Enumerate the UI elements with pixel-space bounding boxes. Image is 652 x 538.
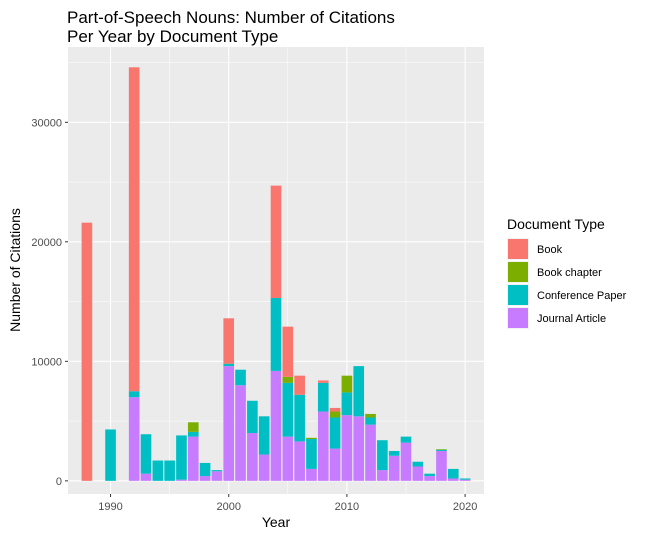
bar-book-chapter-2009 — [329, 411, 341, 418]
bar-conference-paper-2012 — [365, 417, 376, 425]
bar-conference-paper-2004 — [270, 297, 282, 371]
legend-label-journal-article: Journal Article — [537, 313, 606, 325]
bar-journal-article-2018 — [436, 450, 447, 481]
bar-conference-paper-2005 — [282, 382, 294, 437]
bar-book-2008 — [317, 380, 329, 383]
bar-conference-paper-2009 — [329, 417, 341, 449]
x-tick-label: 2020 — [453, 501, 477, 513]
bar-book-chapter-2018 — [436, 449, 447, 450]
bar-conference-paper-1996 — [176, 435, 187, 480]
bar-journal-article-2014 — [388, 455, 400, 481]
bar-conference-paper-2019 — [447, 468, 459, 479]
chart-title-line-2: Per Year by Document Type — [67, 27, 278, 46]
legend-label-conference-paper: Conference Paper — [537, 290, 627, 302]
bar-journal-article-2017 — [424, 476, 435, 481]
bar-journal-article-2004 — [270, 370, 282, 481]
bar-journal-article-2002 — [247, 433, 258, 481]
bar-journal-article-1997 — [187, 436, 199, 481]
legend-key-journal-article — [508, 308, 528, 328]
bar-journal-article-2012 — [365, 424, 376, 481]
bar-conference-paper-1995 — [164, 460, 175, 481]
bar-conference-paper-2017 — [424, 473, 435, 477]
bar-book-2005 — [282, 326, 294, 377]
bar-journal-article-2019 — [447, 478, 459, 481]
x-tick-label: 1990 — [98, 501, 122, 513]
bar-conference-paper-2018 — [436, 449, 447, 451]
bar-conference-paper-1994 — [152, 460, 164, 481]
legend: Document Type Book Book chapter Conference… — [507, 216, 627, 329]
bar-book-1992 — [128, 67, 140, 392]
x-tick-label: 2000 — [216, 501, 240, 513]
bar-journal-article-2010 — [341, 415, 353, 481]
bar-conference-paper-2013 — [377, 440, 388, 471]
bar-journal-article-1993 — [140, 473, 152, 481]
legend-title: Document Type — [507, 216, 605, 232]
bar-conference-paper-2003 — [258, 416, 270, 455]
bar-journal-article-2003 — [258, 454, 270, 481]
bar-book-2006 — [294, 375, 305, 395]
bar-conference-paper-2001 — [235, 369, 246, 386]
bar-book-2004 — [270, 185, 282, 298]
bar-book-chapter-2007 — [306, 437, 317, 440]
bar-conference-paper-1997 — [187, 431, 199, 437]
bar-conference-paper-1990 — [105, 429, 116, 481]
bar-conference-paper-2002 — [247, 400, 258, 434]
bar-journal-article-2011 — [353, 416, 365, 481]
bar-conference-paper-2000 — [223, 363, 235, 367]
bar-conference-paper-2015 — [400, 436, 412, 443]
bar-journal-article-2015 — [400, 442, 412, 481]
bar-journal-article-1999 — [211, 471, 223, 481]
bar-conference-paper-1998 — [199, 462, 211, 477]
bar-journal-article-2001 — [235, 385, 246, 481]
y-tick-label: 10000 — [31, 356, 62, 368]
bar-journal-article-2005 — [282, 436, 294, 481]
chart-title-line-1: Part-of-Speech Nouns: Number of Citation… — [67, 8, 395, 27]
y-tick-label: 20000 — [31, 237, 62, 249]
axes: 0 10000 20000 30000 1990 2000 2010 2020 — [31, 117, 477, 513]
bar-conference-paper-2008 — [317, 382, 329, 412]
legend-label-book-chapter: Book chapter — [537, 267, 602, 279]
x-tick-label: 2010 — [335, 501, 359, 513]
bar-conference-paper-1993 — [140, 434, 152, 474]
legend-key-book — [508, 239, 528, 259]
bar-conference-paper-1999 — [211, 470, 223, 472]
bar-book-chapter-2012 — [365, 413, 376, 418]
bar-journal-article-2013 — [377, 470, 388, 481]
legend-key-conference-paper — [508, 285, 528, 305]
bar-book-chapter-1997 — [187, 422, 199, 432]
bar-journal-article-2020 — [459, 479, 471, 481]
bar-book-1988 — [81, 222, 93, 481]
bar-journal-article-2008 — [317, 411, 329, 481]
y-axis-title: Number of Citations — [7, 208, 23, 332]
bar-journal-article-2009 — [329, 448, 341, 481]
bar-conference-paper-1992 — [128, 391, 140, 398]
bar-conference-paper-2006 — [294, 394, 305, 442]
bar-journal-article-1992 — [128, 397, 140, 481]
legend-key-book-chapter — [508, 262, 528, 282]
bar-book-2000 — [223, 318, 235, 364]
bar-conference-paper-2020 — [459, 478, 471, 480]
legend-label-book: Book — [537, 244, 563, 256]
bar-conference-paper-2011 — [353, 366, 365, 417]
bar-book-2009 — [329, 407, 341, 412]
y-tick-label: 0 — [56, 476, 62, 488]
x-axis-title: Year — [262, 514, 291, 530]
bar-journal-article-2016 — [412, 466, 424, 481]
bar-book-chapter-2005 — [282, 376, 294, 383]
bar-journal-article-2000 — [223, 366, 235, 481]
bars — [81, 67, 471, 481]
bar-journal-article-1996 — [176, 479, 187, 481]
bar-journal-article-1998 — [199, 476, 211, 481]
bar-conference-paper-2007 — [306, 439, 317, 469]
bar-conference-paper-2010 — [341, 392, 353, 416]
bar-conference-paper-2014 — [388, 450, 400, 456]
bar-journal-article-2006 — [294, 441, 305, 481]
bar-journal-article-2007 — [306, 468, 317, 481]
bar-conference-paper-2016 — [412, 461, 424, 467]
y-tick-label: 30000 — [31, 117, 62, 129]
bar-book-chapter-2010 — [341, 375, 353, 393]
